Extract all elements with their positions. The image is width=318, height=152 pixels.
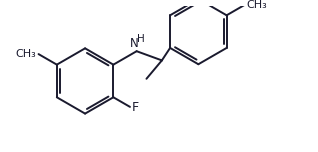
- Text: F: F: [132, 101, 139, 114]
- Text: N: N: [130, 37, 139, 50]
- Text: CH₃: CH₃: [247, 0, 267, 10]
- Text: H: H: [137, 35, 144, 45]
- Text: CH₃: CH₃: [16, 49, 37, 59]
